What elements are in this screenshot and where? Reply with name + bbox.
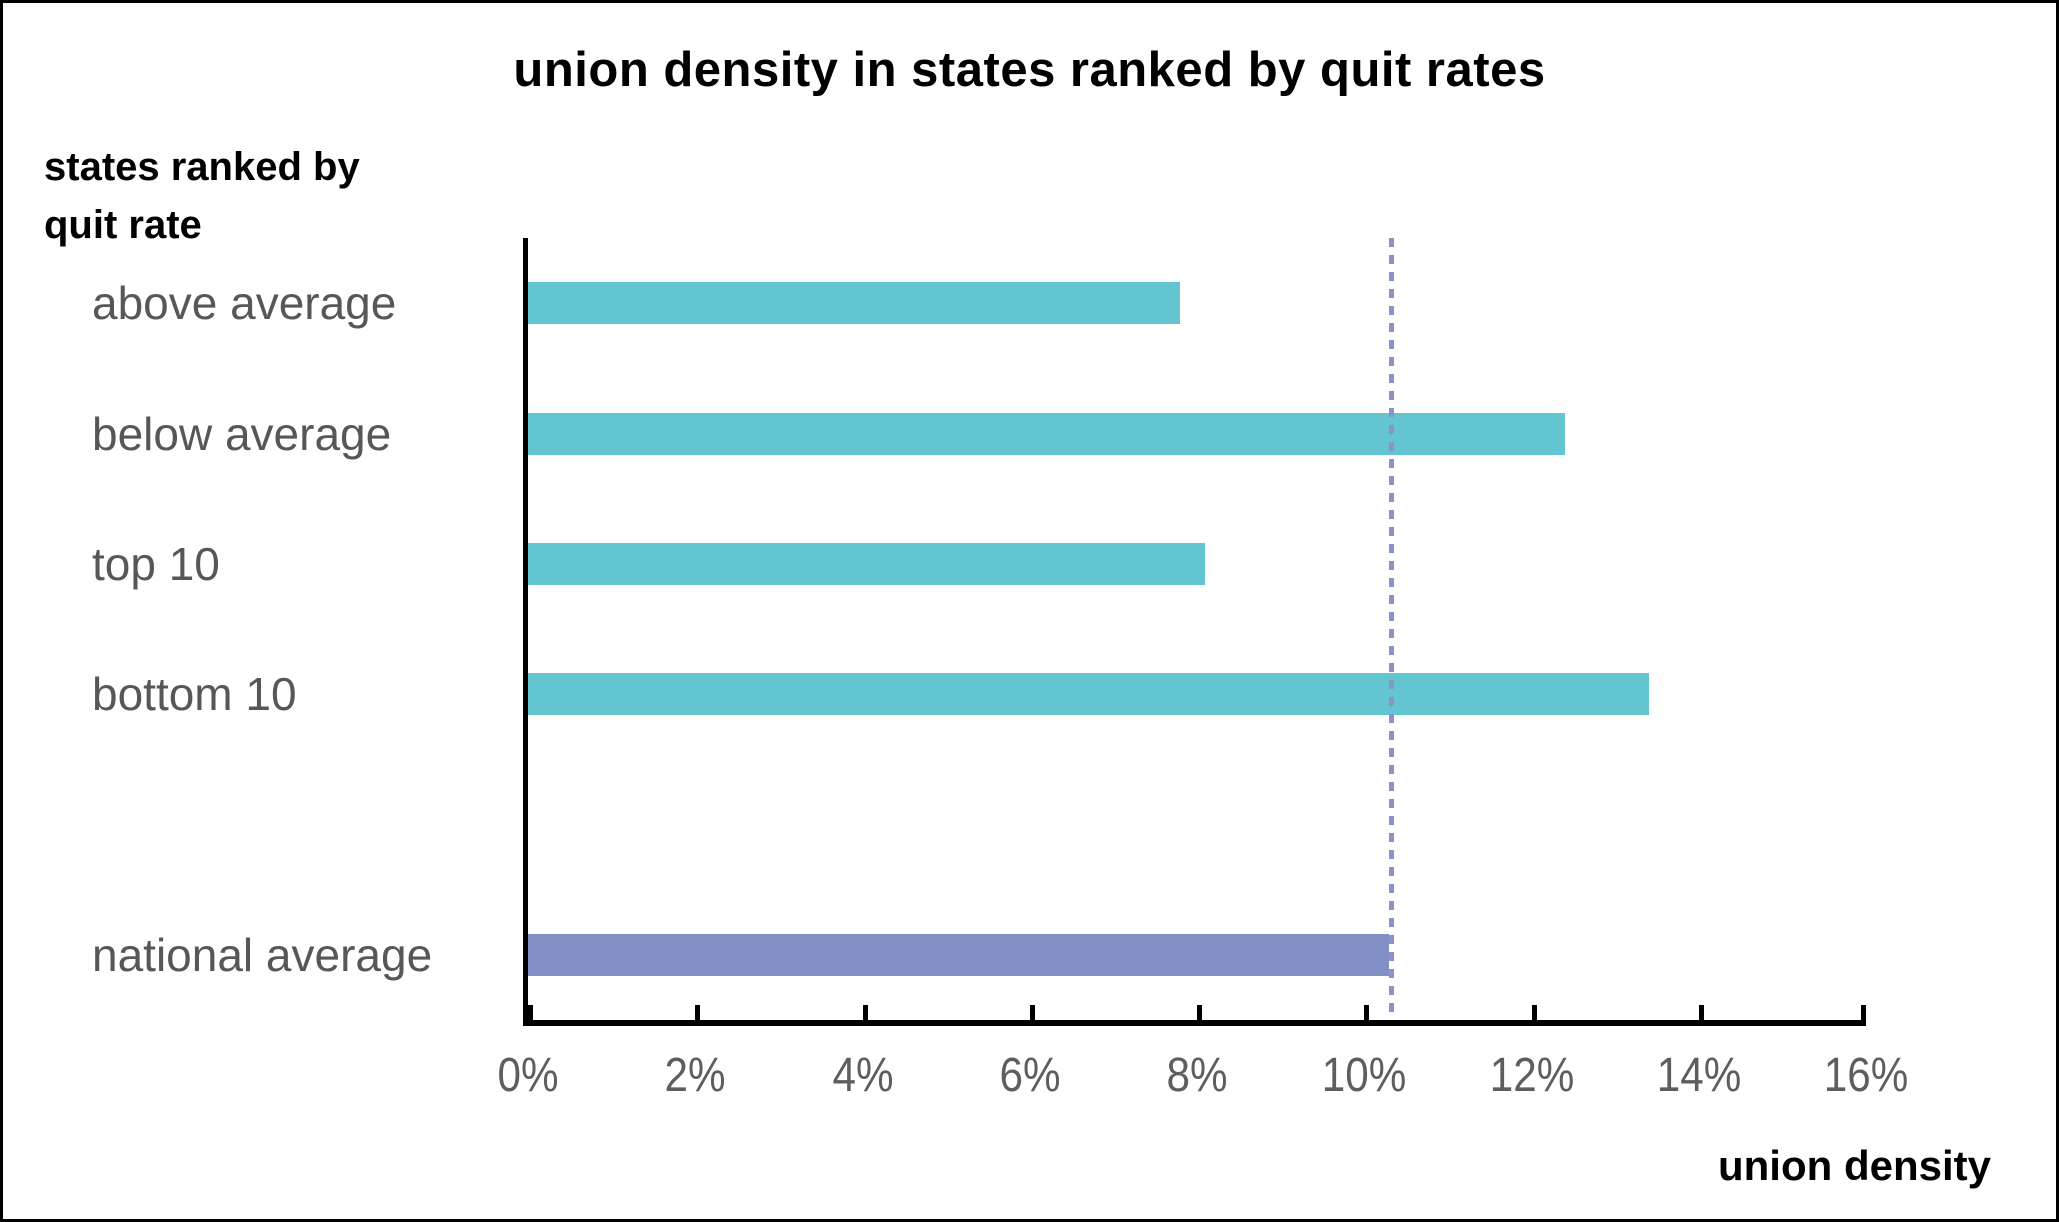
row-label-below-average: below average (92, 407, 392, 460)
bar-national-average (528, 933, 1390, 976)
x-axis-tick-label-12%: 12% (1489, 1049, 1574, 1102)
x-axis-tick-label-2%: 2% (664, 1049, 726, 1102)
chart-title: union density in states ranked by quit r… (513, 43, 1546, 97)
plot-area (523, 238, 1866, 1026)
y-axis-title-line1: states ranked by (44, 145, 360, 189)
x-axis-tick-label-16%: 16% (1823, 1049, 1909, 1102)
x-axis-tick-4% (862, 1005, 868, 1020)
row-label-bottom-10: bottom 10 (92, 668, 297, 721)
x-axis-tick-2% (695, 1005, 701, 1020)
y-axis-title: states ranked by quit rate (44, 138, 360, 254)
national-average-reference-line (1389, 238, 1395, 1020)
bar-top-10 (528, 542, 1206, 585)
x-axis-tick-10% (1364, 1005, 1370, 1020)
x-axis-tick-0% (528, 1005, 533, 1020)
row-label-top-10: top 10 (92, 537, 220, 590)
x-axis-tick-14% (1698, 1005, 1704, 1020)
x-axis-tick-16% (1861, 1005, 1866, 1020)
x-axis-tick-6% (1029, 1005, 1035, 1020)
bar-bottom-10 (528, 673, 1649, 716)
x-axis-tick-label-14%: 14% (1656, 1049, 1742, 1102)
y-axis-title-line2: quit rate (44, 203, 202, 247)
bar-below-average (528, 412, 1565, 455)
row-label-national-average: national average (92, 928, 433, 981)
x-axis-tick-label-8%: 8% (1166, 1049, 1228, 1102)
x-axis-tick-label-0%: 0% (497, 1049, 559, 1102)
x-axis-tick-label-10%: 10% (1321, 1049, 1407, 1102)
row-label-above-average: above average (92, 277, 397, 330)
bar-above-average (528, 282, 1181, 325)
x-axis-tick-8% (1197, 1005, 1202, 1020)
x-axis-tick-12% (1531, 1005, 1537, 1020)
x-axis-tick-label-4%: 4% (831, 1049, 894, 1102)
x-axis-title: union density (1718, 1142, 1991, 1189)
x-axis-tick-label-6%: 6% (999, 1049, 1061, 1102)
